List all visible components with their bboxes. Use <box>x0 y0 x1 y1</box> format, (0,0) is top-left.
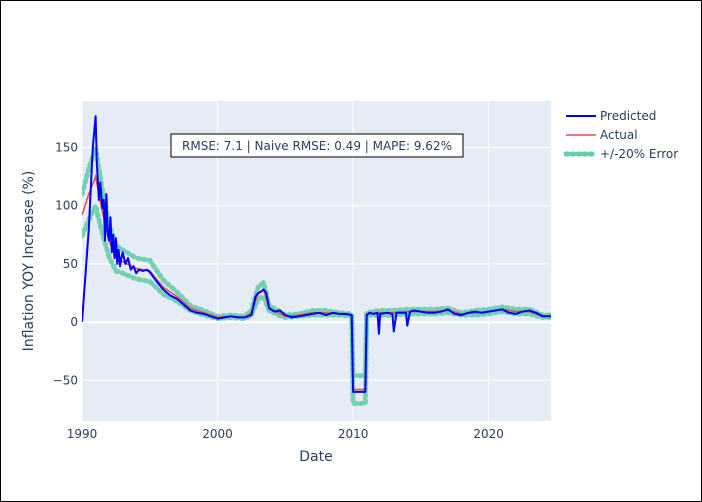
error-band-upper <box>82 146 551 379</box>
y-axis-title: Inflation YOY Increase (%) <box>21 171 37 352</box>
x-axis-ticks: 1990 2000 2010 2020 <box>67 427 504 441</box>
x-tick-label: 2010 <box>338 427 369 441</box>
metrics-annotation: RMSE: 7.1 | Naive RMSE: 0.49 | MAPE: 9.6… <box>170 133 464 158</box>
legend-item-predicted[interactable]: Predicted <box>566 109 656 123</box>
legend[interactable]: Predicted Actual +/-20% Error <box>563 109 678 161</box>
y-axis-ticks: −50 0 50 100 150 <box>53 141 78 388</box>
y-tick-label: 150 <box>55 141 78 155</box>
y-tick-label: 0 <box>70 315 78 329</box>
legend-label: Actual <box>600 128 638 142</box>
annotation-text: RMSE: 7.1 | Naive RMSE: 0.49 | MAPE: 9.6… <box>182 139 452 153</box>
x-axis-title: Date <box>299 449 332 465</box>
plot-traces <box>82 115 551 406</box>
y-tick-label: 50 <box>63 257 78 271</box>
legend-item-actual[interactable]: Actual <box>566 128 638 142</box>
legend-label: +/-20% Error <box>600 147 678 161</box>
x-tick-label: 1990 <box>67 427 98 441</box>
y-tick-label: −50 <box>53 373 78 387</box>
legend-item-error-band[interactable]: +/-20% Error <box>563 147 678 161</box>
x-tick-label: 2000 <box>202 427 233 441</box>
annotation-box <box>170 133 464 158</box>
y-tick-label: 100 <box>55 199 78 213</box>
predicted-series-line <box>82 115 551 393</box>
legend-label: Predicted <box>600 109 656 123</box>
x-tick-label: 2020 <box>473 427 504 441</box>
